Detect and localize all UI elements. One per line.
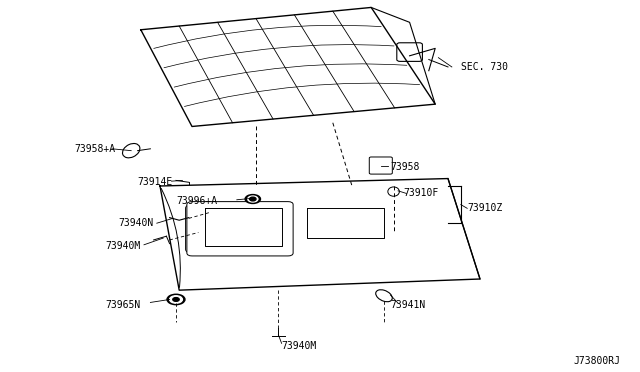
Ellipse shape — [122, 144, 140, 158]
Circle shape — [173, 298, 179, 301]
Text: J73800RJ: J73800RJ — [574, 356, 621, 366]
Text: 73940M: 73940M — [106, 241, 141, 250]
FancyBboxPatch shape — [369, 157, 392, 174]
Text: 73958+A: 73958+A — [74, 144, 115, 154]
Circle shape — [248, 196, 258, 202]
Text: SEC. 730: SEC. 730 — [461, 62, 508, 72]
Text: 73940M: 73940M — [282, 341, 317, 351]
Text: 73996+A: 73996+A — [177, 196, 218, 206]
FancyBboxPatch shape — [397, 43, 422, 61]
Text: 73940N: 73940N — [118, 218, 154, 228]
Circle shape — [250, 197, 256, 201]
Circle shape — [245, 195, 260, 203]
Circle shape — [170, 296, 182, 303]
Text: 73958: 73958 — [390, 163, 420, 172]
Text: 73910F: 73910F — [403, 189, 438, 198]
Text: 73910Z: 73910Z — [467, 203, 502, 213]
Text: 73941N: 73941N — [390, 300, 426, 310]
FancyBboxPatch shape — [187, 202, 293, 256]
Text: 73965N: 73965N — [106, 300, 141, 310]
FancyBboxPatch shape — [186, 205, 288, 253]
Text: 73914E: 73914E — [138, 177, 173, 187]
Circle shape — [167, 294, 185, 305]
Ellipse shape — [376, 290, 392, 302]
Ellipse shape — [388, 187, 399, 196]
